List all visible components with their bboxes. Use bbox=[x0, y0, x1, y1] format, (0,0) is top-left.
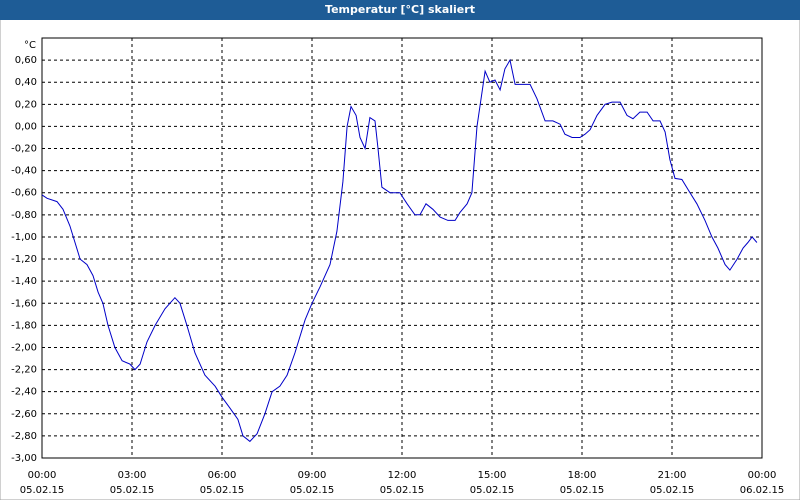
y-tick-label: -1,40 bbox=[11, 276, 37, 287]
x-tick-label: 00:00 bbox=[748, 470, 777, 481]
y-unit: °C bbox=[24, 40, 36, 51]
x-tick-label: 21:00 bbox=[658, 470, 687, 481]
x-tick-date: 05.02.15 bbox=[380, 485, 425, 496]
x-tick-label: 15:00 bbox=[478, 470, 507, 481]
y-tick-label: 0,40 bbox=[15, 77, 37, 88]
x-tick-label: 03:00 bbox=[118, 470, 147, 481]
title-bar bbox=[0, 0, 800, 20]
y-tick-label: -2,60 bbox=[11, 409, 37, 420]
y-tick-label: -2,40 bbox=[11, 387, 37, 398]
x-tick-date: 05.02.15 bbox=[200, 485, 245, 496]
y-tick-label: -0,20 bbox=[11, 144, 37, 155]
y-tick-label: 0,00 bbox=[15, 121, 37, 132]
x-tick-label: 06:00 bbox=[208, 470, 237, 481]
x-tick-label: 12:00 bbox=[388, 470, 417, 481]
y-tick-label: -1,20 bbox=[11, 254, 37, 265]
x-tick-date: 05.02.15 bbox=[290, 485, 335, 496]
y-tick-label: -3,00 bbox=[11, 453, 37, 464]
x-tick-label: 09:00 bbox=[298, 470, 327, 481]
x-tick-label: 00:00 bbox=[28, 470, 57, 481]
x-tick-date: 05.02.15 bbox=[110, 485, 155, 496]
data-line bbox=[41, 58, 758, 443]
x-tick-date: 06.02.15 bbox=[740, 485, 785, 496]
y-tick-label: -2,20 bbox=[11, 365, 37, 376]
y-tick-label: -1,00 bbox=[11, 232, 37, 243]
y-tick-label: -0,40 bbox=[11, 166, 37, 177]
y-tick-label: -0,80 bbox=[11, 210, 37, 221]
y-tick-label: 0,60 bbox=[15, 55, 37, 66]
x-tick-date: 05.02.15 bbox=[560, 485, 605, 496]
y-tick-label: -1,60 bbox=[11, 298, 37, 309]
x-tick-date: 05.02.15 bbox=[20, 485, 65, 496]
y-tick-label: -0,60 bbox=[11, 188, 37, 199]
x-tick-date: 05.02.15 bbox=[650, 485, 695, 496]
chart-title: Temperatur [°C] skaliert bbox=[325, 3, 475, 16]
x-tick-label: 18:00 bbox=[568, 470, 597, 481]
y-tick-label: -2,00 bbox=[11, 342, 37, 353]
y-tick-label: -1,80 bbox=[11, 320, 37, 331]
y-tick-label: 0,20 bbox=[15, 99, 37, 110]
x-tick-date: 05.02.15 bbox=[470, 485, 515, 496]
y-tick-label: -2,80 bbox=[11, 431, 37, 442]
